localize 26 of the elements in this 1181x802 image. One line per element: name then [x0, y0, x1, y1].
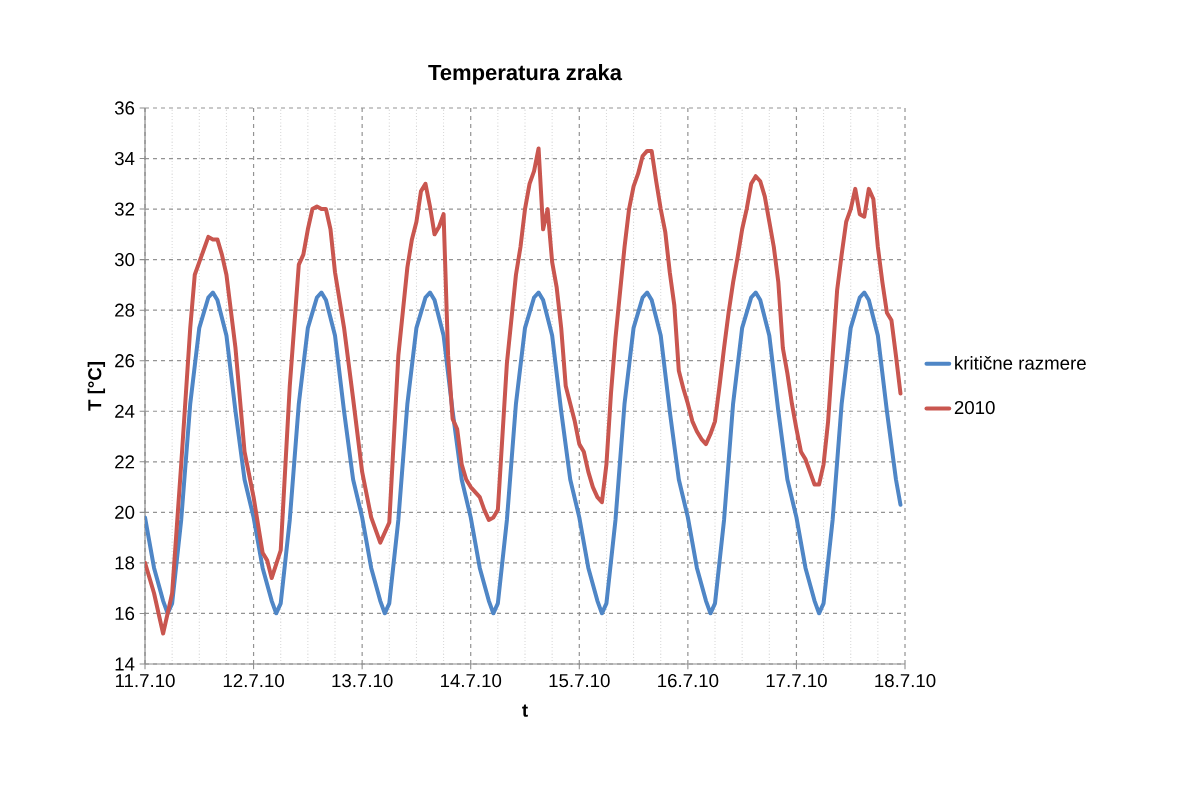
- x-tick-label: 18.7.10: [875, 674, 936, 688]
- legend-label: 2010: [954, 400, 995, 415]
- y-tick-label: 16: [115, 606, 135, 621]
- y-tick-label: 34: [114, 151, 135, 166]
- x-tick-label: 15.7.10: [549, 674, 610, 688]
- x-tick-label: 11.7.10: [115, 674, 175, 688]
- y-axis-title: T [°C]: [87, 362, 106, 411]
- y-tick-label: 30: [114, 253, 135, 267]
- y-tick-label: 14: [115, 657, 135, 671]
- y-tick-label: 24: [115, 404, 135, 418]
- legend-label: kritične razmere: [955, 356, 1086, 370]
- y-tick-label: 32: [114, 202, 135, 216]
- y-tick-label: 26: [115, 354, 135, 368]
- line-series: [145, 290, 903, 616]
- y-tick-label: 36: [114, 101, 135, 115]
- chart-title: Temperatura zraka: [428, 64, 623, 85]
- y-tick-label: 18: [115, 556, 135, 570]
- x-tick-label: 13.7.10: [332, 674, 393, 688]
- y-tick-label: 28: [115, 303, 135, 317]
- x-tick-label: 16.7.10: [658, 674, 719, 688]
- x-tick-label: 14.7.10: [441, 674, 502, 688]
- x-axis-title: t: [522, 704, 528, 717]
- y-tick-label: 22: [115, 455, 135, 469]
- y-tick-label: 20: [115, 505, 135, 519]
- x-tick-label: 12.7.10: [223, 674, 284, 688]
- x-tick-label: 17.7.10: [766, 674, 827, 688]
